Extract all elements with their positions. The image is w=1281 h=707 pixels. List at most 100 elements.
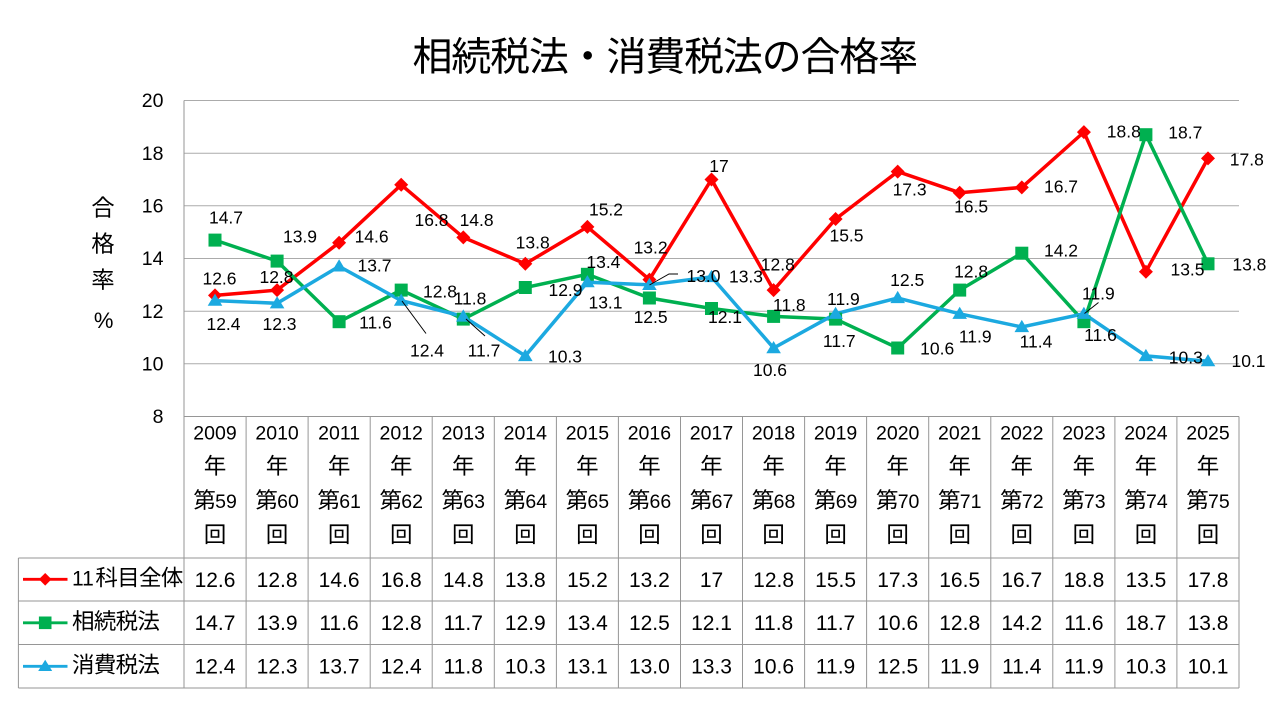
svg-text:14.8: 14.8 xyxy=(443,569,484,592)
svg-text:69: 69 xyxy=(836,491,858,513)
svg-text:13.4: 13.4 xyxy=(586,252,620,272)
svg-text:10.3: 10.3 xyxy=(1169,348,1203,368)
svg-text:2016: 2016 xyxy=(628,423,671,445)
svg-text:67: 67 xyxy=(712,491,734,513)
svg-text:75: 75 xyxy=(1208,491,1230,513)
svg-text:11.9: 11.9 xyxy=(940,656,979,679)
svg-text:13.5: 13.5 xyxy=(1170,260,1204,280)
svg-text:11.6: 11.6 xyxy=(319,612,358,635)
svg-text:2019: 2019 xyxy=(814,423,857,445)
svg-text:64: 64 xyxy=(525,491,547,513)
svg-text:63: 63 xyxy=(463,491,485,513)
svg-text:13.1: 13.1 xyxy=(567,656,608,679)
svg-text:2022: 2022 xyxy=(1000,423,1043,445)
svg-text:2009: 2009 xyxy=(193,423,236,445)
svg-text:14.7: 14.7 xyxy=(195,612,236,635)
svg-text:12.4: 12.4 xyxy=(381,656,422,679)
svg-text:14: 14 xyxy=(142,248,164,270)
svg-text:2011: 2011 xyxy=(318,423,360,445)
svg-text:73: 73 xyxy=(1084,491,1106,513)
svg-text:14.6: 14.6 xyxy=(355,227,389,247)
svg-text:13.8: 13.8 xyxy=(516,233,550,253)
svg-text:12.8: 12.8 xyxy=(423,281,457,301)
svg-text:11.6: 11.6 xyxy=(359,312,392,332)
svg-text:13.0: 13.0 xyxy=(686,266,720,286)
svg-text:13.1: 13.1 xyxy=(588,293,622,313)
svg-text:2014: 2014 xyxy=(504,423,548,445)
svg-text:12.4: 12.4 xyxy=(410,340,444,360)
svg-text:13.2: 13.2 xyxy=(629,569,670,592)
svg-text:14.2: 14.2 xyxy=(1044,240,1078,260)
svg-text:11.7: 11.7 xyxy=(444,612,483,635)
svg-text:13.9: 13.9 xyxy=(283,227,317,247)
svg-text:18.7: 18.7 xyxy=(1125,612,1166,635)
svg-text:11.8: 11.8 xyxy=(754,612,793,635)
svg-text:12.8: 12.8 xyxy=(381,612,422,635)
svg-text:12.6: 12.6 xyxy=(202,268,236,288)
svg-text:12.6: 12.6 xyxy=(195,569,236,592)
svg-text:2023: 2023 xyxy=(1062,423,1105,445)
svg-text:13.7: 13.7 xyxy=(357,256,391,276)
svg-text:10.1: 10.1 xyxy=(1231,351,1265,371)
svg-text:11.4: 11.4 xyxy=(1002,656,1042,679)
svg-text:11.8: 11.8 xyxy=(773,295,806,315)
svg-text:10: 10 xyxy=(142,353,164,375)
svg-text:18: 18 xyxy=(142,143,164,165)
svg-text:14.7: 14.7 xyxy=(209,207,243,227)
svg-text:61: 61 xyxy=(339,491,361,513)
svg-text:12.9: 12.9 xyxy=(548,280,582,300)
svg-text:18.8: 18.8 xyxy=(1107,121,1141,141)
svg-text:17: 17 xyxy=(700,569,723,592)
svg-text:71: 71 xyxy=(960,491,982,513)
svg-text:74: 74 xyxy=(1146,491,1168,513)
svg-text:%: % xyxy=(94,308,114,333)
svg-text:18.7: 18.7 xyxy=(1168,122,1202,142)
svg-text:11.6: 11.6 xyxy=(1084,325,1117,345)
svg-text:13.0: 13.0 xyxy=(629,656,670,679)
svg-text:2025: 2025 xyxy=(1186,423,1230,445)
svg-text:11.9: 11.9 xyxy=(827,289,860,309)
svg-text:2010: 2010 xyxy=(255,423,299,445)
svg-text:12.9: 12.9 xyxy=(505,612,546,635)
svg-text:16: 16 xyxy=(142,195,164,217)
svg-text:2018: 2018 xyxy=(752,423,795,445)
svg-text:70: 70 xyxy=(898,491,920,513)
svg-text:11.9: 11.9 xyxy=(1082,283,1115,303)
svg-text:66: 66 xyxy=(650,491,672,513)
svg-text:12.8: 12.8 xyxy=(939,612,980,635)
svg-text:12.4: 12.4 xyxy=(206,314,240,334)
svg-text:10.6: 10.6 xyxy=(753,656,794,679)
svg-text:15.5: 15.5 xyxy=(829,225,863,245)
svg-text:11.9: 11.9 xyxy=(1064,656,1103,679)
svg-text:2013: 2013 xyxy=(442,423,485,445)
svg-text:15.5: 15.5 xyxy=(815,569,856,592)
svg-text:12.4: 12.4 xyxy=(195,656,236,679)
svg-text:12.3: 12.3 xyxy=(262,314,296,334)
svg-text:12.1: 12.1 xyxy=(691,612,732,635)
svg-text:16.8: 16.8 xyxy=(414,210,448,230)
svg-text:8: 8 xyxy=(153,406,164,428)
svg-text:12.8: 12.8 xyxy=(753,569,794,592)
svg-text:10.1: 10.1 xyxy=(1188,656,1229,679)
svg-text:12.5: 12.5 xyxy=(890,270,924,290)
svg-text:13.8: 13.8 xyxy=(505,569,546,592)
svg-text:11.7: 11.7 xyxy=(816,612,855,635)
svg-text:13.5: 13.5 xyxy=(1125,569,1166,592)
svg-text:10.6: 10.6 xyxy=(920,338,954,358)
svg-text:10.6: 10.6 xyxy=(753,360,787,380)
svg-text:17.3: 17.3 xyxy=(877,569,918,592)
svg-text:12.8: 12.8 xyxy=(761,254,795,274)
svg-text:16.7: 16.7 xyxy=(1044,176,1078,196)
svg-text:16.5: 16.5 xyxy=(939,569,980,592)
svg-text:13.8: 13.8 xyxy=(1232,255,1266,275)
svg-text:17.8: 17.8 xyxy=(1230,149,1264,169)
svg-text:12.1: 12.1 xyxy=(708,307,742,327)
svg-text:11.8: 11.8 xyxy=(444,656,483,679)
svg-text:11.9: 11.9 xyxy=(959,327,992,347)
svg-text:16.7: 16.7 xyxy=(1001,569,1042,592)
svg-text:11.6: 11.6 xyxy=(1064,612,1103,635)
svg-text:12.8: 12.8 xyxy=(257,569,298,592)
svg-text:12.8: 12.8 xyxy=(954,262,988,282)
svg-text:12.5: 12.5 xyxy=(629,612,670,635)
svg-text:60: 60 xyxy=(277,491,299,513)
